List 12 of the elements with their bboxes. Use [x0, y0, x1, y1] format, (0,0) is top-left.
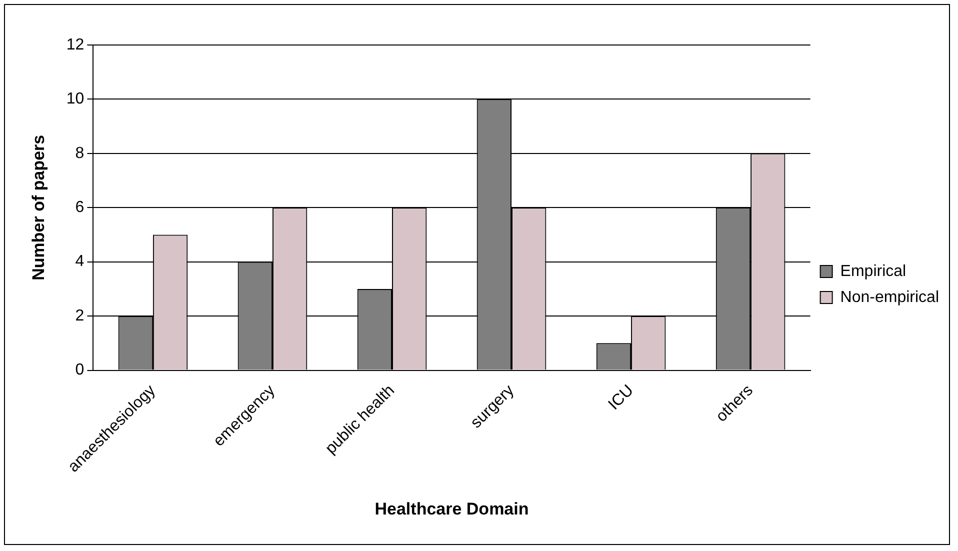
legend-label: Non-empirical: [840, 288, 940, 306]
legend-label: Empirical: [840, 262, 906, 280]
y-tick-label: 12: [66, 36, 84, 54]
y-tick-label: 0: [75, 362, 84, 379]
x-tick-label: ICU: [605, 382, 637, 414]
y-axis-title: Number of papers: [28, 134, 48, 280]
y-tick-label: 6: [75, 199, 84, 216]
y-tick-label: 10: [66, 90, 84, 108]
y-tick-label: 8: [75, 144, 84, 162]
y-tick-label: 2: [75, 307, 84, 324]
x-axis-title: Healthcare Domain: [374, 499, 529, 518]
y-tick-label: 4: [75, 253, 84, 270]
